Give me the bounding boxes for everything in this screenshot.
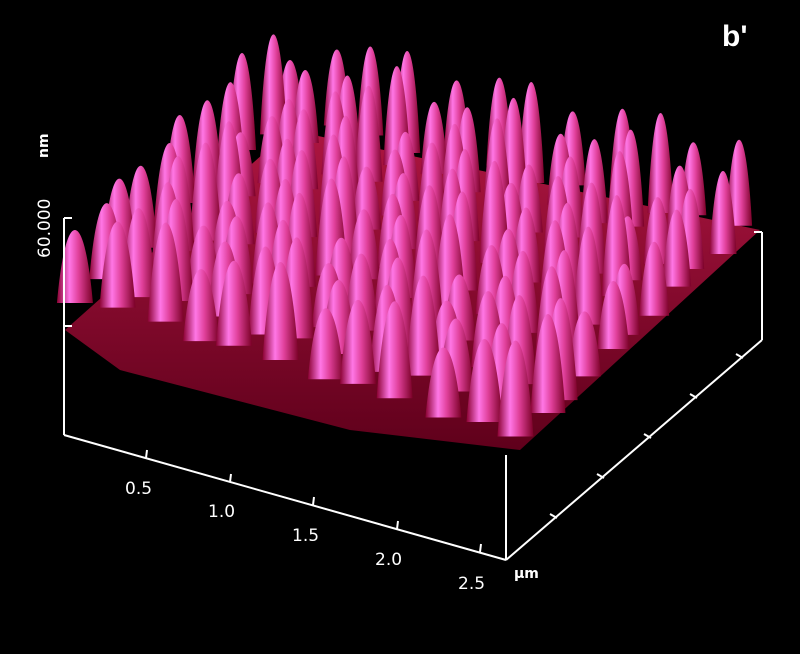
surface-peak: [183, 269, 220, 342]
surface-peak: [662, 209, 692, 287]
surface-peak: [639, 241, 670, 316]
surface-peak: [709, 170, 737, 254]
x-tick-label-2: 1.5: [292, 526, 319, 546]
surface-peak: [530, 313, 566, 413]
surface-peak: [307, 308, 344, 380]
x-tick-label-4: 2.5: [458, 574, 485, 594]
surface-peak: [99, 221, 136, 308]
surface-peaks: [56, 34, 753, 437]
surface-peak: [497, 340, 534, 437]
y-axis-ticks: [549, 353, 744, 519]
surface-peak: [147, 222, 184, 322]
surface-peak: [262, 261, 299, 360]
x-tick-mark-4: [479, 543, 482, 553]
x-tick-label-3: 2.0: [375, 550, 402, 570]
surface-peak: [189, 142, 222, 241]
y-tick-mark-3: [689, 393, 698, 399]
surface-peak: [597, 281, 630, 350]
z-axis-unit-label: nm: [36, 133, 52, 158]
surface-peak: [568, 311, 602, 377]
surface-peak: [259, 34, 287, 135]
y-tick-mark-4: [735, 353, 744, 359]
y-axis-line: [505, 339, 763, 561]
surface-peak: [479, 160, 510, 263]
surface-peak: [351, 166, 382, 230]
surface-peak: [376, 301, 413, 399]
x-axis-line: [63, 434, 507, 561]
x-tick-label-0: 0.5: [125, 479, 152, 499]
surface-peak: [339, 299, 376, 384]
y-tick-mark-2: [643, 433, 652, 439]
y-tick-mark-0: [549, 513, 558, 519]
surface-peak: [726, 139, 753, 226]
x-axis-ticks: [145, 449, 482, 553]
x-tick-mark-3: [396, 520, 399, 530]
surface-peak: [405, 275, 441, 376]
surface-peak: [216, 260, 253, 346]
x-axis-unit-label: μm: [514, 566, 539, 582]
x-tick-label-1: 1.0: [208, 502, 235, 522]
surface-peak: [354, 85, 383, 182]
surface-peak: [466, 338, 503, 422]
x-tick-mark-0: [145, 449, 148, 459]
surface-peak: [572, 226, 604, 325]
x-tick-mark-1: [229, 473, 232, 483]
surface-peak: [647, 112, 674, 213]
y-tick-mark-1: [596, 473, 605, 479]
axes: [63, 217, 763, 561]
x-tick-mark-2: [312, 496, 315, 506]
surface-peak: [56, 229, 93, 303]
z-axis-max-label: 60.000: [35, 199, 55, 258]
surface-peak: [186, 225, 221, 291]
panel-label: b': [722, 20, 748, 53]
surface-peak: [425, 347, 462, 418]
surface-peak: [518, 81, 545, 183]
